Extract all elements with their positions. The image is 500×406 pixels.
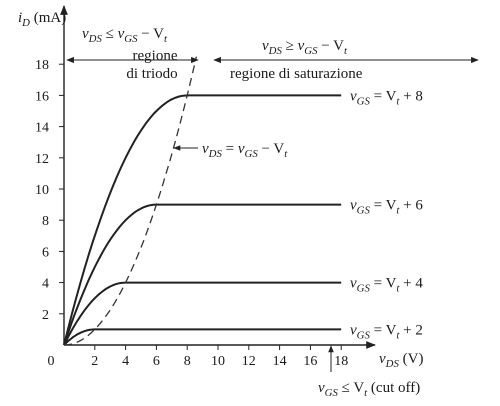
curve-label-3: vGS = Vt + 4 (350, 276, 423, 295)
saturation-condition: vDS ≥ vGS − Vt (262, 38, 348, 57)
y-tick-label: 10 (35, 183, 49, 198)
curve-8 (63, 94, 342, 346)
y-tick-label: 14 (35, 121, 49, 136)
curve-4 (63, 281, 342, 346)
y-axis-label: iD (mA) (18, 10, 66, 29)
x-tick-label: 14 (273, 354, 287, 369)
x-tick-label: 6 (153, 354, 160, 369)
triode-region-label-2: di triodo (126, 66, 177, 82)
boundary-equation: vDS = vGS − Vt (202, 141, 288, 160)
x-tick-label: 10 (211, 354, 225, 369)
curve-label-2: vGS = Vt + 6 (350, 198, 423, 217)
x-tick-label: 18 (334, 354, 348, 369)
x-tick-label: 8 (184, 354, 191, 369)
y-tick-label: 8 (42, 214, 49, 229)
y-tick-label: 18 (35, 58, 49, 73)
curve-label-1: vGS = Vt + 8 (350, 88, 423, 107)
x-tick-label: 16 (303, 354, 317, 369)
curve-label-4: vGS = Vt + 2 (350, 322, 423, 341)
y-tick-label: 4 (42, 277, 49, 292)
curve-2 (63, 328, 342, 346)
x-axis-label: vDS (V) (379, 351, 423, 370)
x-tick-label: 0 (48, 354, 55, 369)
cutoff-label: vGS ≤ Vt (cut off) (318, 380, 420, 399)
x-tick-label: 4 (122, 354, 129, 369)
y-tick-label: 2 (42, 308, 49, 323)
triode-condition: vDS ≤ vGS − Vt (82, 26, 168, 45)
y-tick-label: 12 (35, 152, 49, 167)
x-tick-label: 12 (242, 354, 256, 369)
x-tick-label: 2 (91, 354, 98, 369)
curve-6 (63, 203, 342, 346)
y-tick-label: 16 (35, 89, 49, 104)
y-tick-label: 6 (42, 245, 49, 260)
saturation-region-label: regione di saturazione (230, 66, 363, 82)
triode-region-label-1: regione (133, 48, 178, 64)
boundary-curve (63, 56, 198, 346)
